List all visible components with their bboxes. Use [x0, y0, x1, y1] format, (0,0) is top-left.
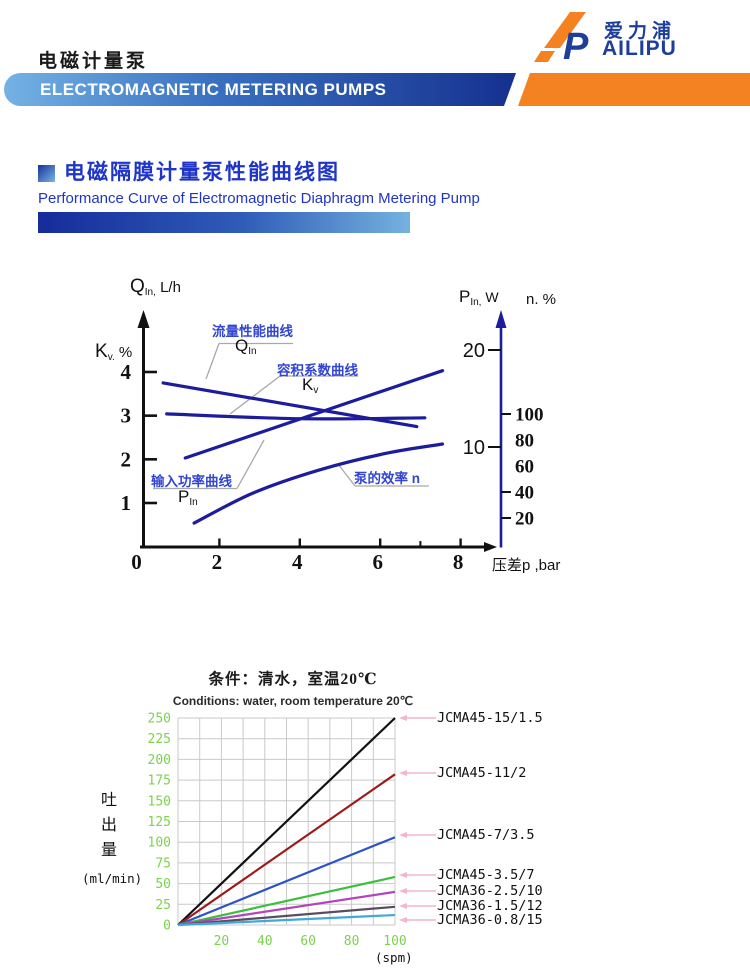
svg-text:50: 50	[155, 877, 171, 892]
svg-text:4: 4	[121, 360, 132, 384]
right-axis-efficiency-title: n. %	[526, 291, 557, 308]
chart2-x-axis-unit: (spm)	[375, 950, 413, 965]
chart2-y-axis-unit: (ml/min)	[82, 871, 143, 886]
x-axis-title: 压差p ,bar	[492, 557, 561, 574]
series-line	[177, 890, 396, 927]
svg-text:25: 25	[155, 898, 171, 913]
svg-text:125: 125	[148, 815, 171, 830]
curve-P	[183, 369, 445, 460]
svg-text:250: 250	[148, 712, 171, 727]
svg-text:80: 80	[344, 934, 360, 949]
svg-text:3: 3	[121, 404, 132, 428]
section-title-cn: 电磁隔膜计量泵性能曲线图	[64, 161, 340, 184]
svg-text:0: 0	[131, 550, 142, 574]
header-banner: ELECTROMAGNETIC METERING PUMPS	[4, 73, 518, 106]
page-title: 电磁计量泵	[38, 51, 149, 72]
banner-orange-block	[518, 73, 750, 106]
svg-text:8: 8	[453, 550, 464, 574]
series-line	[177, 905, 396, 927]
svg-text:175: 175	[148, 774, 171, 789]
svg-text:2: 2	[212, 550, 223, 574]
legend-label: JCMA45-11/2	[437, 765, 527, 781]
svg-text:40: 40	[257, 934, 273, 949]
series-line	[177, 773, 396, 926]
svg-text:225: 225	[148, 732, 171, 747]
svg-text:150: 150	[148, 794, 171, 809]
svg-text:20: 20	[214, 934, 230, 949]
right-axis-power-title: PIn, W	[459, 287, 499, 308]
svg-text:100: 100	[515, 405, 544, 426]
series-line	[177, 836, 396, 927]
annotation-flow-curve: 流量性能曲线	[212, 324, 293, 339]
series-line	[177, 875, 396, 927]
svg-text:200: 200	[148, 753, 171, 768]
svg-text:80: 80	[515, 431, 534, 452]
chart2-title: 条件：清水，室温20℃	[208, 671, 378, 688]
banner-title: ELECTROMAGNETIC METERING PUMPS	[40, 80, 387, 99]
svg-text:1: 1	[121, 491, 132, 515]
left-axis-title: QIn, L/h	[130, 276, 181, 298]
svg-text:100: 100	[383, 934, 406, 949]
flow-vs-spm-chart: 0 25 50 75 100 125 150 175 200 225 250 20 40 60 80 100	[148, 712, 436, 949]
chart2-y-axis-title: 吐出量	[100, 792, 117, 859]
annotation-power-symbol: PIn	[178, 487, 198, 508]
svg-text:6: 6	[372, 550, 383, 574]
section-title-en: Performance Curve of Electromagnetic Dia…	[38, 190, 480, 207]
gradient-bar	[38, 212, 410, 233]
svg-text:P: P	[563, 26, 589, 68]
legend-label: JCMA36-1.5/12	[437, 898, 543, 914]
svg-text:40: 40	[515, 483, 534, 504]
curve-n	[192, 442, 445, 525]
svg-text:60: 60	[300, 934, 316, 949]
legend-label: JCMA36-0.8/15	[437, 912, 543, 928]
legend-label: JCMA36-2.5/10	[437, 883, 543, 899]
annotation-volumetric-curve: 容积系数曲线	[277, 363, 358, 378]
legend-label: JCMA45-7/3.5	[437, 827, 535, 843]
ailipu-logo-icon: P	[534, 12, 589, 68]
logo-text-en: AILIPU	[602, 37, 677, 60]
annotation-power-curve: 输入功率曲线	[151, 474, 232, 489]
curve-K	[165, 412, 427, 421]
svg-text:100: 100	[148, 836, 171, 851]
svg-text:4: 4	[292, 550, 303, 574]
legend-label: JCMA45-15/1.5	[437, 710, 543, 726]
annotation-flow-symbol: QIn	[235, 336, 257, 357]
svg-text:20: 20	[515, 509, 534, 530]
svg-text:0: 0	[163, 919, 171, 934]
chart2-subtitle: Conditions: water, room temperature 20℃	[172, 694, 414, 708]
series-line	[177, 913, 396, 927]
legend-label: JCMA45-3.5/7	[437, 867, 535, 883]
section-bullet-icon	[38, 165, 55, 182]
svg-text:10: 10	[463, 437, 485, 459]
annotation-efficiency-curve: 泵的效率 n	[354, 471, 420, 486]
series-line	[177, 717, 396, 926]
svg-text:2: 2	[121, 447, 132, 471]
logo-text-cn: 爱力浦	[604, 21, 677, 42]
svg-text:20: 20	[463, 340, 485, 362]
svg-text:75: 75	[155, 856, 171, 871]
left-axis-scale-label: Kv. %	[95, 341, 133, 363]
annotation-volumetric-symbol: Kv	[302, 375, 319, 396]
svg-text:60: 60	[515, 457, 534, 478]
